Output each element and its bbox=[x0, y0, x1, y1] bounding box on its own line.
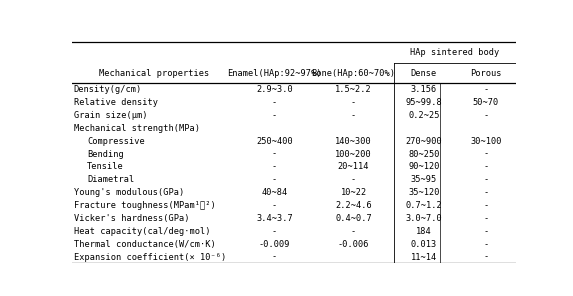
Text: -0.006: -0.006 bbox=[338, 240, 370, 249]
Text: Porous: Porous bbox=[470, 69, 502, 78]
Text: -: - bbox=[272, 227, 277, 236]
Text: 2.9~3.0: 2.9~3.0 bbox=[256, 85, 293, 94]
Text: Mechanical properties: Mechanical properties bbox=[99, 69, 209, 78]
Text: -: - bbox=[483, 188, 489, 197]
Text: 80~250: 80~250 bbox=[408, 149, 439, 159]
Text: 50~70: 50~70 bbox=[473, 98, 499, 107]
Text: 0.4~0.7: 0.4~0.7 bbox=[335, 214, 372, 223]
Text: Dense: Dense bbox=[411, 69, 437, 78]
Text: -: - bbox=[272, 98, 277, 107]
Text: Enamel(HAp:92~97%): Enamel(HAp:92~97%) bbox=[227, 69, 322, 78]
Text: -: - bbox=[351, 227, 356, 236]
Text: -: - bbox=[272, 175, 277, 184]
Text: 2.2~4.6: 2.2~4.6 bbox=[335, 201, 372, 210]
Text: -: - bbox=[483, 175, 489, 184]
Text: -: - bbox=[272, 201, 277, 210]
Text: -: - bbox=[272, 111, 277, 120]
Text: HAp sintered body: HAp sintered body bbox=[410, 48, 499, 57]
Text: 95~99.8: 95~99.8 bbox=[406, 98, 442, 107]
Text: -: - bbox=[483, 252, 489, 261]
Text: Expansion coefficient(× 10⁻⁶): Expansion coefficient(× 10⁻⁶) bbox=[74, 252, 226, 261]
Text: Fracture toughness(MPam¹⁄²): Fracture toughness(MPam¹⁄²) bbox=[74, 201, 215, 210]
Text: 1.5~2.2: 1.5~2.2 bbox=[335, 85, 372, 94]
Text: 100~200: 100~200 bbox=[335, 149, 372, 159]
Text: Tensile: Tensile bbox=[87, 163, 124, 171]
Text: 270~900: 270~900 bbox=[406, 137, 442, 146]
Text: 90~120: 90~120 bbox=[408, 163, 439, 171]
Text: Thermal conductance(W/cm·K): Thermal conductance(W/cm·K) bbox=[74, 240, 215, 249]
Text: -: - bbox=[483, 240, 489, 249]
Text: -: - bbox=[483, 163, 489, 171]
Text: -: - bbox=[483, 85, 489, 94]
Text: -0.009: -0.009 bbox=[259, 240, 291, 249]
Text: 35~95: 35~95 bbox=[411, 175, 437, 184]
Text: Density(g/cm): Density(g/cm) bbox=[74, 85, 142, 94]
Text: -: - bbox=[483, 149, 489, 159]
Text: -: - bbox=[483, 227, 489, 236]
Text: 3.156: 3.156 bbox=[411, 85, 437, 94]
Text: 0.013: 0.013 bbox=[411, 240, 437, 249]
Text: 35~120: 35~120 bbox=[408, 188, 439, 197]
Text: 250~400: 250~400 bbox=[256, 137, 293, 146]
Text: Relative density: Relative density bbox=[74, 98, 158, 107]
Text: Heat capacity(cal/deg·mol): Heat capacity(cal/deg·mol) bbox=[74, 227, 210, 236]
Text: -: - bbox=[272, 149, 277, 159]
Text: -: - bbox=[483, 214, 489, 223]
Text: -: - bbox=[351, 98, 356, 107]
Text: 140~300: 140~300 bbox=[335, 137, 372, 146]
Text: Bending: Bending bbox=[87, 149, 124, 159]
Text: Diametral: Diametral bbox=[87, 175, 135, 184]
Text: 10~22: 10~22 bbox=[340, 188, 367, 197]
Text: -: - bbox=[272, 163, 277, 171]
Text: 0.2~25: 0.2~25 bbox=[408, 111, 439, 120]
Text: 11~14: 11~14 bbox=[411, 252, 437, 261]
Text: -: - bbox=[483, 201, 489, 210]
Text: 3.0~7.0: 3.0~7.0 bbox=[406, 214, 442, 223]
Text: Vicker's hardness(GPa): Vicker's hardness(GPa) bbox=[74, 214, 189, 223]
Text: -: - bbox=[272, 252, 277, 261]
Text: 3.4~3.7: 3.4~3.7 bbox=[256, 214, 293, 223]
Text: 184: 184 bbox=[416, 227, 431, 236]
Text: -: - bbox=[483, 111, 489, 120]
Text: 40~84: 40~84 bbox=[261, 188, 288, 197]
Text: 20~114: 20~114 bbox=[338, 163, 370, 171]
Text: Compressive: Compressive bbox=[87, 137, 145, 146]
Text: Young's modulous(GPa): Young's modulous(GPa) bbox=[74, 188, 184, 197]
Text: -: - bbox=[351, 175, 356, 184]
Text: 30~100: 30~100 bbox=[470, 137, 502, 146]
Text: Bone(HAp:60~70%): Bone(HAp:60~70%) bbox=[312, 69, 395, 78]
Text: Grain size(μm): Grain size(μm) bbox=[74, 111, 147, 120]
Text: -: - bbox=[351, 111, 356, 120]
Text: 0.7~1.2: 0.7~1.2 bbox=[406, 201, 442, 210]
Text: Mechanical strength(MPa): Mechanical strength(MPa) bbox=[74, 124, 200, 133]
